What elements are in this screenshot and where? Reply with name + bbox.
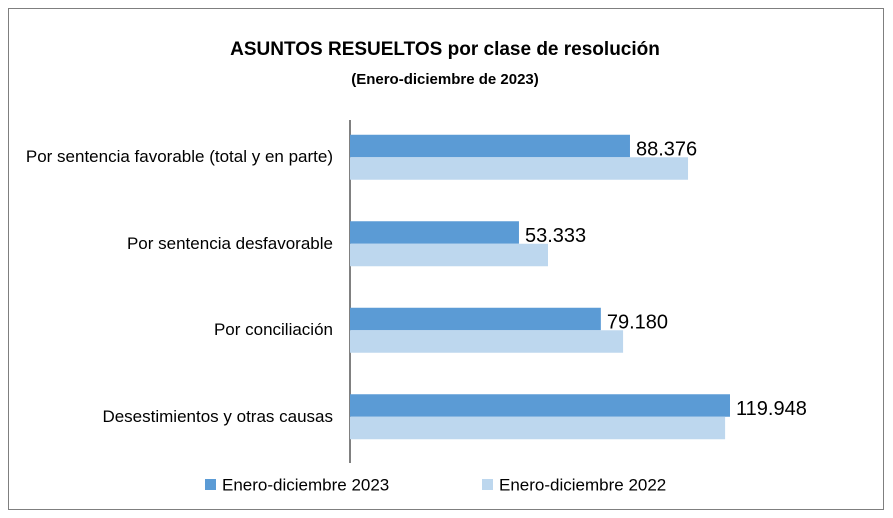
category-label: Por sentencia favorable (total y en part… xyxy=(25,147,333,167)
legend-swatch xyxy=(205,479,216,490)
bar xyxy=(350,416,726,440)
chart-title: ASUNTOS RESUELTOS por clase de resolució… xyxy=(230,39,660,60)
chart-subtitle: (Enero-diciembre de 2023) xyxy=(351,71,539,88)
legend-swatch xyxy=(482,479,493,490)
bar xyxy=(350,157,689,180)
value-label: 53.333 xyxy=(525,225,586,247)
category-label: Desestimientos y otras causas xyxy=(102,406,333,426)
bar xyxy=(350,134,630,158)
category-label: Por conciliación xyxy=(213,320,333,340)
bar xyxy=(350,330,624,353)
legend-label: Enero-diciembre 2022 xyxy=(499,475,666,494)
bar xyxy=(350,394,730,417)
bar xyxy=(350,307,601,331)
bar xyxy=(350,221,519,244)
bar xyxy=(350,243,549,267)
value-label: 88.376 xyxy=(636,138,697,160)
category-label: Por sentencia desfavorable xyxy=(126,233,333,253)
value-label: 79.180 xyxy=(607,311,668,333)
value-label: 119.948 xyxy=(736,398,807,420)
legend-label: Enero-diciembre 2023 xyxy=(222,475,389,494)
